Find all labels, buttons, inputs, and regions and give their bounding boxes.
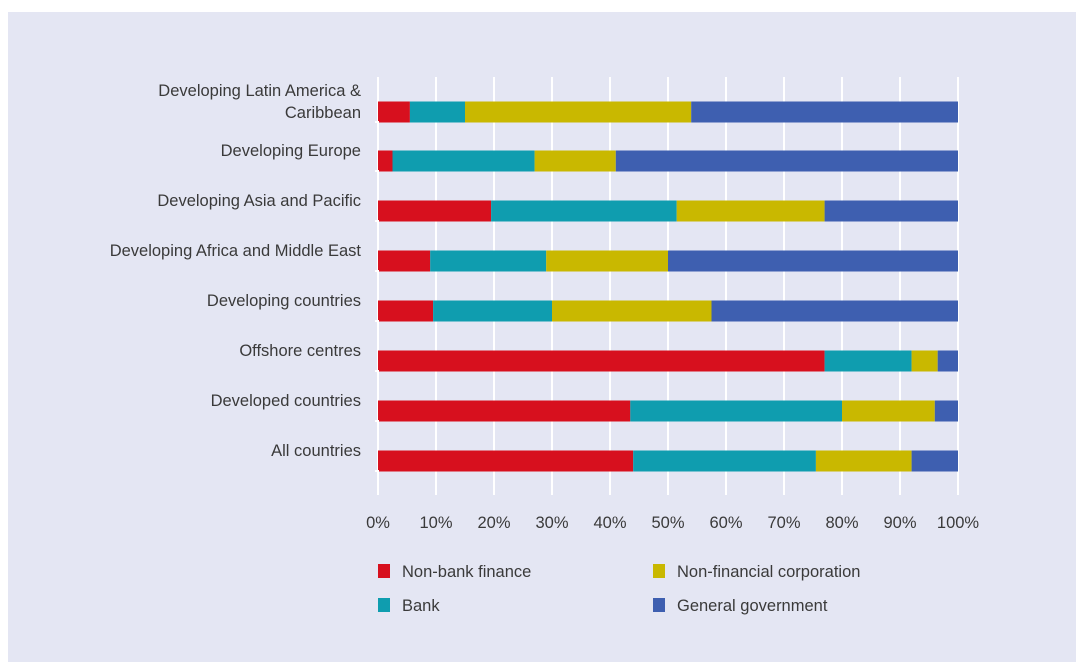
bar-segment — [433, 300, 552, 322]
x-tick-label: 100% — [937, 514, 980, 532]
bar-segment — [378, 101, 410, 123]
category-label: Developing Europe — [221, 142, 361, 160]
legend: Non-bank finance Non-financial corporatio… — [378, 563, 860, 615]
x-tick-label: 80% — [825, 514, 858, 532]
x-tick-label: 90% — [883, 514, 916, 532]
category-label: Caribbean — [285, 104, 361, 122]
bar-segment — [911, 350, 938, 372]
grid-lines — [377, 77, 959, 495]
bar-segment — [815, 450, 912, 472]
bar-segment — [937, 350, 958, 372]
x-tick-label: 10% — [419, 514, 452, 532]
category-label: Developed countries — [211, 392, 361, 410]
bar-segment — [378, 350, 825, 372]
x-tick-label: 40% — [593, 514, 626, 532]
bar-segment — [691, 101, 958, 123]
bar-segment — [824, 350, 912, 372]
bar-segment — [409, 101, 465, 123]
legend-swatch — [378, 564, 390, 578]
bar-segment — [378, 200, 492, 222]
bar-segment — [824, 200, 958, 222]
category-label: Developing countries — [207, 292, 361, 310]
stacked-bar-chart: Developing Latin America & Caribbean Devel… — [110, 77, 979, 615]
bar-segment — [378, 400, 631, 422]
bar-segment — [392, 150, 535, 172]
x-tick-label: 0% — [366, 514, 390, 532]
category-axis: Developing Latin America & Caribbean Devel… — [110, 82, 379, 472]
legend-label: General government — [677, 597, 828, 615]
bar-segment — [668, 250, 958, 272]
chart-panel: Developing Latin America & Caribbean Devel… — [8, 12, 1076, 662]
category-label: Developing Africa and Middle East — [110, 242, 362, 260]
category-label: Offshore centres — [239, 342, 361, 360]
bar-segment — [378, 250, 431, 272]
bar-segment — [633, 450, 816, 472]
x-tick-label: 60% — [709, 514, 742, 532]
bars — [378, 101, 958, 472]
legend-label: Non-bank finance — [402, 563, 531, 581]
value-axis: 0% 10% 20% 30% 40% 50% 60% 70% 80% 90% 100% — [366, 514, 979, 532]
bar-segment — [676, 200, 825, 222]
bar-segment — [630, 400, 842, 422]
legend-label: Bank — [402, 597, 440, 615]
legend-swatch — [378, 598, 390, 612]
x-tick-label: 30% — [535, 514, 568, 532]
bar-segment — [546, 250, 668, 272]
bar-segment — [911, 450, 958, 472]
legend-label: Non-financial corporation — [677, 563, 860, 581]
bar-segment — [465, 101, 692, 123]
bar-segment — [491, 200, 677, 222]
bar-segment — [378, 450, 634, 472]
bar-segment — [842, 400, 935, 422]
bar-segment — [378, 300, 434, 322]
category-label: Developing Latin America & — [158, 82, 361, 100]
bar-segment — [615, 150, 958, 172]
x-tick-label: 50% — [651, 514, 684, 532]
legend-swatch — [653, 564, 665, 578]
bar-segment — [711, 300, 958, 322]
x-tick-label: 20% — [477, 514, 510, 532]
legend-swatch — [653, 598, 665, 612]
x-tick-label: 70% — [767, 514, 800, 532]
bar-segment — [934, 400, 958, 422]
bar-segment — [430, 250, 547, 272]
category-label: Developing Asia and Pacific — [157, 192, 361, 210]
category-label: All countries — [271, 442, 361, 460]
bar-segment — [378, 150, 393, 172]
bar-segment — [552, 300, 712, 322]
bar-segment — [534, 150, 616, 172]
